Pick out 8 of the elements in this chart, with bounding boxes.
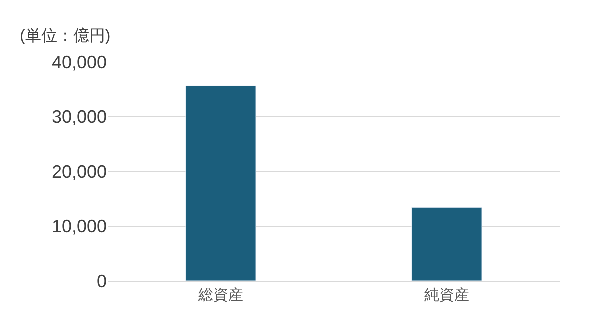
- y-tick-label: 20,000: [52, 162, 107, 182]
- y-tick-label: 0: [96, 271, 107, 292]
- x-tick-label: 純資産: [424, 287, 470, 304]
- y-tick-label: 30,000: [52, 107, 107, 128]
- y-tick-label: 40,000: [52, 52, 107, 72]
- x-tick-label: 総資産: [198, 287, 244, 304]
- y-tick-label: 10,000: [52, 216, 107, 237]
- y-axis-title: (単位：億円): [20, 27, 111, 45]
